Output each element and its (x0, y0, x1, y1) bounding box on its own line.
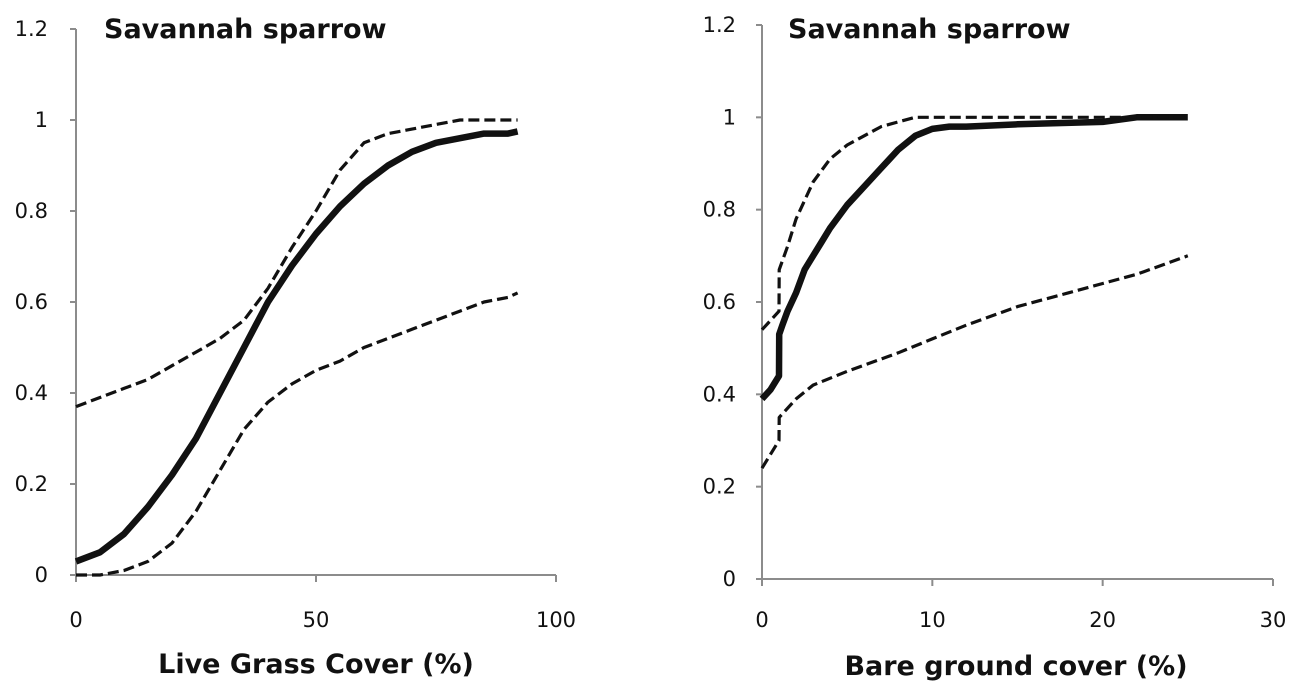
chart-left-y-tick-label: 0.2 (15, 472, 48, 496)
chart-right-y-tick-label: 0.2 (703, 475, 736, 499)
chart-right-y-tick-label: 0.4 (703, 382, 736, 406)
chart-left: Savannah sparrow Live Grass Cover (%) 00… (15, 14, 576, 680)
chart-left-lower-ci-curve (76, 291, 519, 577)
chart-left-upper-ci-curve (75, 118, 518, 409)
chart-left-x-tick-label: 0 (69, 608, 82, 632)
chart-right-lower-ci-curve (760, 254, 1189, 470)
chart-right-x-tick-label: 20 (1089, 608, 1116, 632)
chart-right-title: Savannah sparrow (788, 14, 1071, 45)
chart-right-series (759, 114, 1189, 470)
chart-left-x-tick-label: 50 (303, 608, 330, 632)
chart-right-y-tick-label: 0.8 (703, 198, 736, 222)
chart-right-y-tick-label: 0 (723, 567, 736, 591)
chart-left-x-tick-label: 100 (536, 608, 576, 632)
chart-left-mean-curve (74, 128, 519, 565)
chart-right-x-tick-label: 30 (1260, 608, 1287, 632)
chart-left-y-tick-label: 0.4 (15, 381, 48, 405)
chart-right-axes: 0 0.2 0.4 0.6 0.8 1 1.2 0 10 20 30 (703, 13, 1287, 632)
chart-right-x-tick-label: 10 (919, 608, 946, 632)
chart-right-upper-ci-curve (760, 115, 1188, 331)
chart-left-axes: 0 0.2 0.4 0.6 0.8 1 1.2 0 50 100 (15, 17, 576, 632)
chart-right-x-tick-label: 0 (755, 608, 768, 632)
chart-right-y-tick-label: 1 (723, 105, 736, 129)
chart-right: Savannah sparrow Bare ground cover (%) 0… (703, 13, 1287, 681)
chart-left-y-tick-label: 1.2 (15, 17, 48, 41)
chart-left-title: Savannah sparrow (104, 14, 387, 45)
chart-left-series (74, 118, 519, 577)
chart-left-xlabel: Live Grass Cover (%) (158, 649, 474, 680)
chart-left-y-tick-label: 0 (35, 563, 48, 587)
chart-right-mean-curve (759, 114, 1188, 402)
chart-right-y-tick-label: 0.6 (703, 290, 736, 314)
chart-left-y-tick-label: 0.8 (15, 199, 48, 223)
chart-right-xlabel: Bare ground cover (%) (844, 651, 1187, 681)
chart-left-y-tick-label: 0.6 (15, 290, 48, 314)
chart-right-y-tick-label: 1.2 (703, 13, 736, 37)
chart-left-y-tick-label: 1 (35, 108, 48, 132)
